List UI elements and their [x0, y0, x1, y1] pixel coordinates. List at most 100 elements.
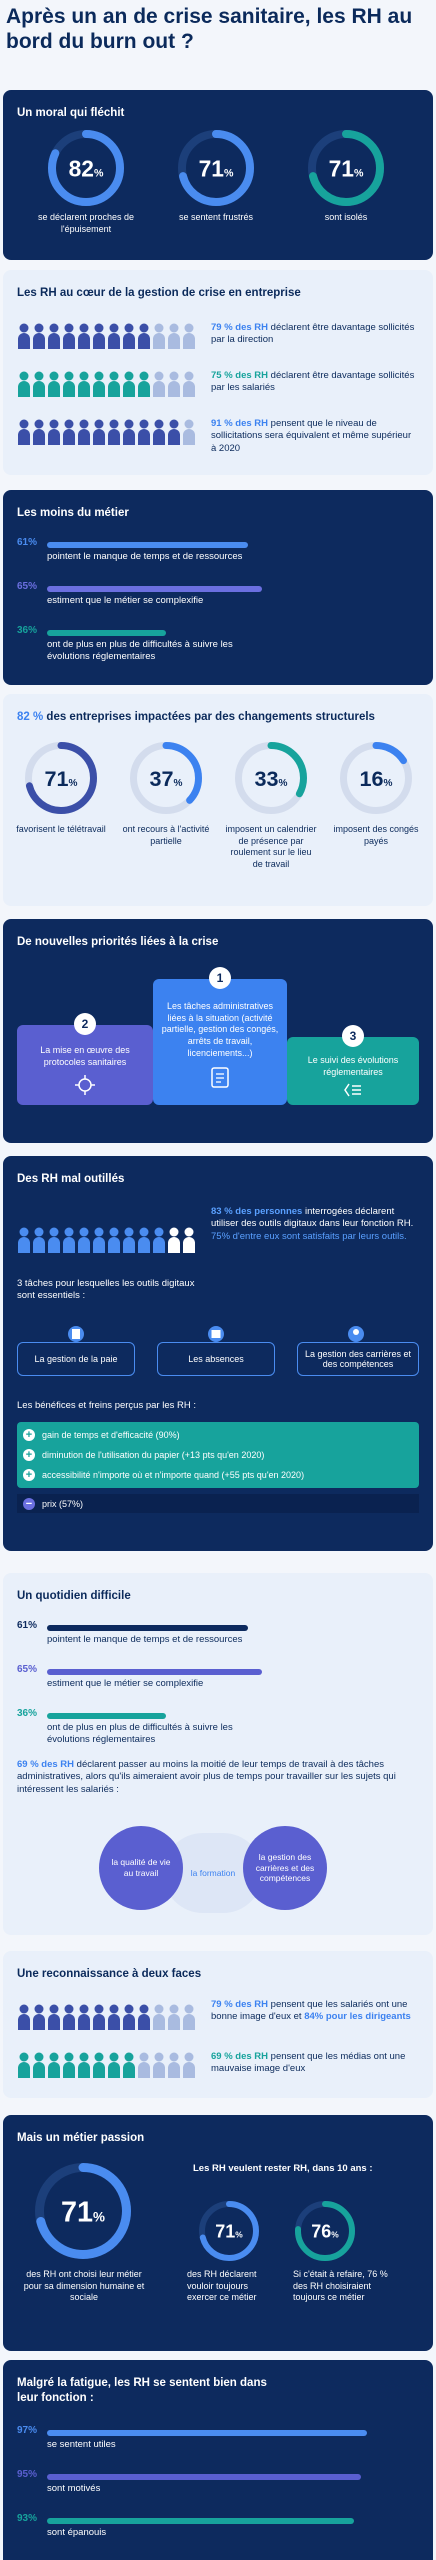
sign: +	[23, 1468, 35, 1481]
person-head	[19, 371, 29, 381]
bar	[47, 2518, 354, 2524]
task: La gestion des carrières et des compéten…	[297, 1342, 419, 1376]
person-body	[153, 2014, 165, 2030]
stat-label: des RH ont choisi leur métier pour sa di…	[23, 2269, 145, 2303]
stat-label: se déclarent proches de l'épuisement	[37, 212, 135, 234]
bar-text: sont motivés	[47, 2483, 101, 2494]
person-body	[183, 333, 195, 349]
bar-label: 65%	[17, 581, 38, 592]
circle: la gestion des carrières et des compéten…	[243, 1826, 327, 1910]
unit: %	[224, 167, 234, 179]
person-head	[79, 1227, 89, 1237]
person-body	[123, 333, 135, 349]
stat-label: favorisent le télétravail	[16, 824, 106, 834]
person-head	[19, 323, 29, 333]
person-head	[19, 419, 29, 429]
person-body	[63, 1237, 75, 1253]
person-head	[49, 419, 59, 429]
person-head	[109, 323, 119, 333]
person-body	[18, 2014, 30, 2030]
ring-value: 76%	[311, 2222, 339, 2242]
ring: 82%	[48, 130, 124, 206]
person-body	[108, 2062, 120, 2078]
value: 16	[360, 766, 384, 791]
value: 76	[311, 2222, 331, 2242]
stat-label: imposent des congés payés	[333, 824, 419, 846]
priority-text: Le suivi des évolutions réglementaires	[307, 1055, 399, 1077]
person-body	[123, 2062, 135, 2078]
person-head	[169, 2004, 179, 2014]
person-head	[169, 2052, 179, 2062]
person-head	[109, 419, 119, 429]
unit: %	[235, 2230, 243, 2240]
ring-arc	[178, 130, 254, 206]
person-body	[168, 333, 180, 349]
person-head	[124, 2052, 134, 2062]
person-head	[94, 323, 104, 333]
person-body	[138, 2062, 150, 2078]
person-body	[93, 333, 105, 349]
stat-label: se sentent frustrés	[178, 212, 254, 222]
section-title: Les RH au cœur de la gestion de crise en…	[17, 287, 301, 299]
person-head	[49, 371, 59, 381]
person-head	[79, 371, 89, 381]
section-moral: Un moral qui fléchit 82% 71% 71% se décl…	[3, 90, 433, 260]
person-head	[64, 1227, 74, 1237]
person-head	[184, 2004, 194, 2014]
value: 71	[61, 2197, 93, 2229]
person-head	[139, 2004, 149, 2014]
person-head	[154, 371, 164, 381]
highlight: 82 %	[17, 711, 44, 723]
section-reconnaissance: Une reconnaissance à deux faces 79 % des…	[3, 1951, 433, 2098]
stat-label: Si c'était à refaire, 76 % des RH choisi…	[293, 2269, 388, 2303]
element: 33%	[235, 742, 307, 819]
priority-box: Le suivi des évolutions réglementaires	[287, 1037, 419, 1105]
people	[18, 2004, 195, 2030]
element	[17, 370, 197, 403]
section-title: Une reconnaissance à deux faces	[17, 1968, 202, 1980]
section-title: Un quotidien difficile	[17, 1590, 131, 1602]
bar-text: estiment que le métier se complexifie	[47, 1678, 204, 1689]
person-body	[33, 381, 45, 397]
person-head	[19, 1227, 29, 1237]
highlight: 84% pour les dirigeants	[304, 2011, 411, 2023]
text: déclarent être davantage sollicités par …	[211, 322, 415, 346]
person-body	[123, 2014, 135, 2030]
benefit: − prix (57%)	[17, 1494, 419, 1513]
person-body	[153, 1237, 165, 1253]
item: 79 % des RH pensent que les salariés ont…	[211, 1999, 416, 2024]
bar-label: 61%	[17, 537, 38, 548]
people	[18, 2052, 195, 2078]
person-head	[79, 419, 89, 429]
ring-arc	[308, 130, 384, 206]
highlight: 79 % des RH	[211, 322, 269, 333]
person-head	[184, 323, 194, 333]
person-body	[138, 333, 150, 349]
unit: %	[279, 778, 288, 789]
person-body	[63, 381, 75, 397]
people	[18, 323, 195, 349]
element	[17, 2003, 197, 2036]
text: gain de temps et d'efficacité (90%)	[42, 1429, 180, 1440]
person-body	[108, 333, 120, 349]
person-head	[34, 419, 44, 429]
element	[211, 1067, 229, 1089]
person-head	[109, 2004, 119, 2014]
icon	[68, 1326, 84, 1342]
person-head	[139, 1227, 149, 1237]
subtitle: Les bénéfices et freins perçus par les R…	[17, 1400, 197, 1411]
person-body	[78, 381, 90, 397]
unit: %	[331, 2230, 339, 2240]
section-moins: Les moins du métier 61% pointent le manqu…	[3, 490, 433, 685]
person-head	[154, 419, 164, 429]
section-title: Malgré la fatigue, les RH se sentent bie…	[17, 2377, 267, 2404]
person-head	[19, 2004, 29, 2014]
person-body	[93, 381, 105, 397]
stat-label: ont recours à l'activité partielle	[122, 824, 210, 846]
highlight: 69 % des RH	[17, 1759, 75, 1770]
person-head	[79, 323, 89, 333]
element: 37%	[130, 742, 202, 819]
section-crise: Les RH au cœur de la gestion de crise en…	[3, 270, 433, 475]
section-passion: Mais un métier passion 71% des RH ont ch…	[3, 2115, 433, 2351]
bar	[47, 586, 262, 592]
